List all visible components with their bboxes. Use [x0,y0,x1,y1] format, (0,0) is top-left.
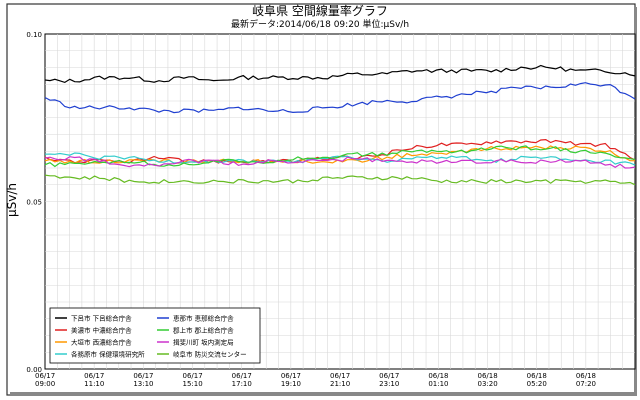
x-tick-date: 06/17 [35,372,55,380]
x-tick-date: 06/17 [183,372,203,380]
legend-entry: 揖斐川町 坂内測定局 [173,338,234,347]
legend-box [49,307,261,364]
x-tick-date: 06/18 [576,372,596,380]
x-tick-time: 13:10 [133,380,153,388]
y-tick-label: 0.10 [26,31,42,39]
y-tick-labels: 0.00 0.05 0.10 [26,31,42,374]
x-tick-time: 23:10 [379,380,399,388]
series-line [44,174,636,186]
x-tick-time: 07:20 [576,380,596,388]
x-tick-time: 01:10 [428,380,448,388]
y-axis-label: μSv/h [5,183,19,217]
legend-entry: 大垣市 西濃総合庁舎 [71,338,132,347]
x-tick-time: 19:10 [281,380,301,388]
x-tick-time: 11:10 [84,380,104,388]
x-tick-date: 06/17 [330,372,350,380]
series-line [44,82,636,114]
chart-subtitle: 最新データ:2014/06/18 09:20 単位:μSv/h [231,18,409,30]
y-tick-label: 0.05 [26,199,42,207]
x-tick-time: 09:00 [35,380,55,388]
chart-shadow-bottom [10,392,637,396]
x-tick-date: 06/18 [428,372,448,380]
x-tick-labels: 06/1709:0006/1711:1006/1713:1006/1715:10… [35,372,596,388]
x-tick-time: 05:20 [527,380,547,388]
x-tick-date: 06/17 [232,372,252,380]
chart-title: 岐阜県 空間線量率グラフ [252,3,388,18]
series-line [44,145,636,168]
legend-entry: 下呂市 下呂総合庁舎 [71,314,132,323]
x-tick-date: 06/18 [527,372,547,380]
x-tick-date: 06/17 [84,372,104,380]
legend-entry: 岐阜市 防災交流センター [173,350,247,359]
series-lines [44,64,636,186]
series-line [44,64,636,84]
x-tick-date: 06/17 [133,372,153,380]
x-tick-date: 06/17 [379,372,399,380]
x-tick-time: 21:10 [330,380,350,388]
legend-entry: 各務原市 保健環境研究所 [71,350,145,359]
series-line [44,156,636,169]
legend-entry: 恵那市 恵那総合庁舎 [173,314,234,323]
x-tick-date: 06/18 [478,372,498,380]
legend-entry: 美濃市 中濃総合庁舎 [71,326,132,335]
legend-entry: 郡上市 郡上総合庁舎 [173,326,234,335]
x-tick-time: 03:20 [478,380,498,388]
x-tick-time: 15:10 [183,380,203,388]
x-tick-time: 17:10 [232,380,252,388]
y-tick-label: 0.00 [26,366,42,374]
x-tick-date: 06/17 [281,372,301,380]
